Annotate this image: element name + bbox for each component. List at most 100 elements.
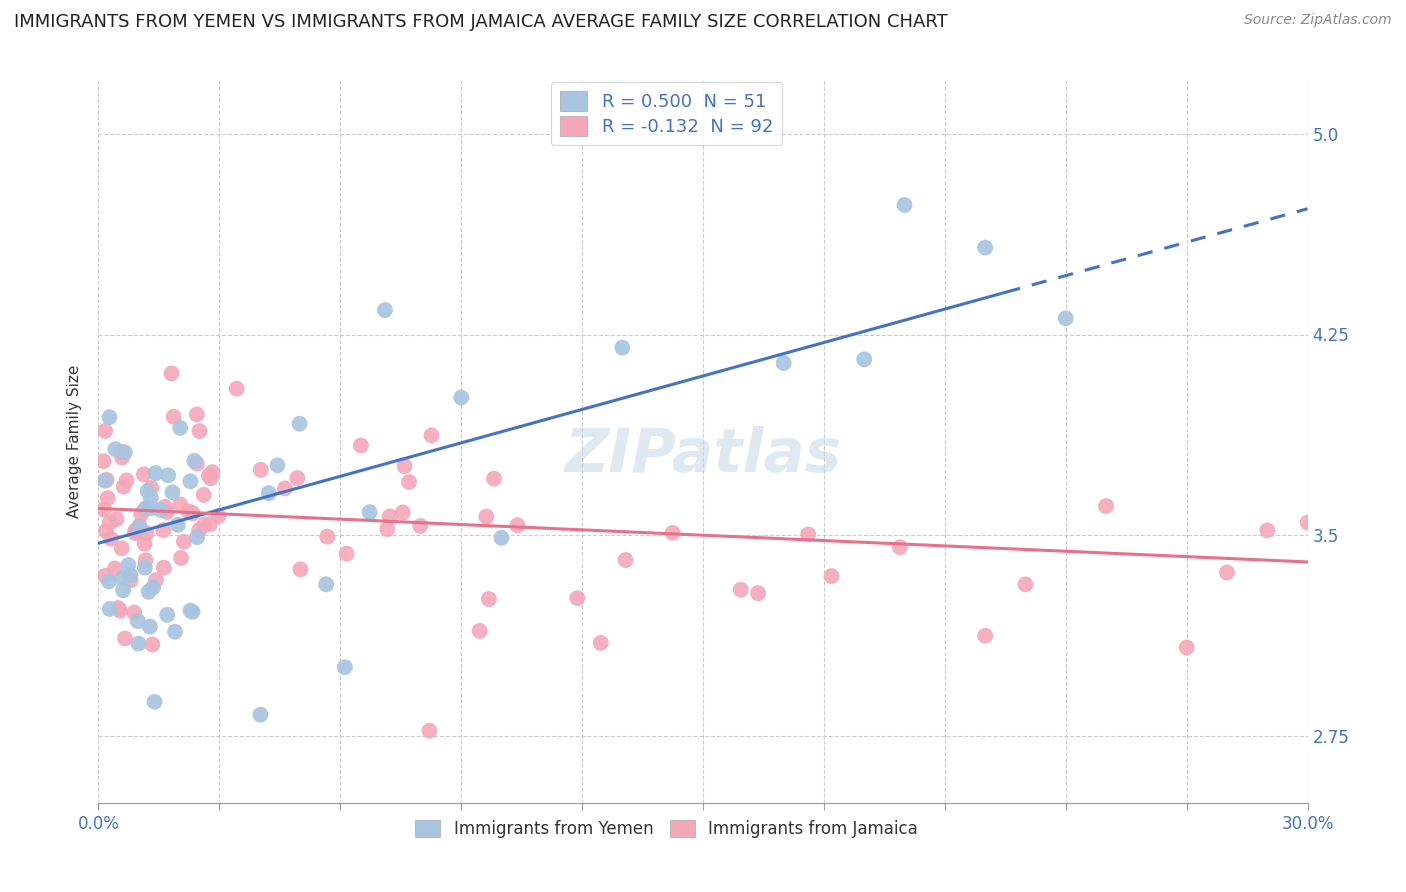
Point [163, 624, 186, 639]
Point [193, 488, 215, 502]
Point [889, 541, 911, 555]
Point [98, 516, 121, 530]
Point [114, 632, 136, 646]
Point [169, 421, 191, 435]
Point [170, 551, 193, 566]
Point [316, 530, 339, 544]
Point [612, 341, 634, 355]
Point [124, 524, 146, 538]
Point [468, 624, 491, 638]
Point [506, 518, 529, 533]
Point [94, 474, 117, 488]
Point [589, 636, 612, 650]
Point [139, 620, 162, 634]
Point [374, 303, 396, 318]
Point [122, 606, 145, 620]
Point [450, 391, 472, 405]
Point [94, 569, 117, 583]
Point [225, 382, 247, 396]
Point [173, 534, 195, 549]
Point [186, 530, 208, 544]
Point [120, 573, 142, 587]
Point [177, 504, 200, 518]
Point [181, 506, 204, 520]
Text: ZIPatlas: ZIPatlas [564, 426, 842, 485]
Point [136, 483, 159, 498]
Point [94, 524, 117, 538]
Point [98, 602, 121, 616]
Point [974, 241, 997, 255]
Point [96, 473, 118, 487]
Point [853, 352, 876, 367]
Point [104, 561, 127, 575]
Point [134, 537, 156, 551]
Point [141, 638, 163, 652]
Point [491, 531, 513, 545]
Point [820, 569, 842, 583]
Point [359, 505, 381, 519]
Point [94, 424, 117, 438]
Point [110, 444, 132, 458]
Point [124, 526, 146, 541]
Point [186, 457, 208, 471]
Point [127, 614, 149, 628]
Point [134, 502, 156, 516]
Point [93, 454, 115, 468]
Point [115, 474, 138, 488]
Point [188, 523, 211, 537]
Point [162, 485, 184, 500]
Point [114, 445, 136, 459]
Point [132, 467, 155, 482]
Point [139, 491, 162, 505]
Point [266, 458, 288, 473]
Point [1095, 499, 1118, 513]
Point [1175, 640, 1198, 655]
Point [112, 480, 135, 494]
Point [378, 509, 401, 524]
Point [97, 491, 120, 505]
Point [179, 603, 201, 617]
Point [105, 512, 128, 526]
Point [104, 442, 127, 457]
Point [100, 532, 122, 546]
Point [163, 409, 186, 424]
Point [350, 438, 373, 452]
Point [143, 695, 166, 709]
Point [179, 475, 201, 489]
Point [153, 500, 176, 514]
Point [478, 592, 501, 607]
Point [285, 471, 308, 485]
Point [409, 519, 432, 533]
Point [135, 500, 157, 515]
Legend: Immigrants from Yemen, Immigrants from Jamaica: Immigrants from Yemen, Immigrants from J… [409, 814, 925, 845]
Point [974, 629, 997, 643]
Point [893, 198, 915, 212]
Point [142, 580, 165, 594]
Point [797, 527, 820, 541]
Point [475, 509, 498, 524]
Point [200, 471, 222, 485]
Point [135, 553, 157, 567]
Point [141, 481, 163, 495]
Point [188, 424, 211, 438]
Point [377, 522, 399, 536]
Point [1296, 516, 1319, 530]
Point [661, 525, 683, 540]
Point [333, 660, 356, 674]
Point [198, 468, 221, 483]
Point [139, 501, 162, 516]
Point [567, 591, 589, 606]
Point [288, 417, 311, 431]
Point [93, 502, 115, 516]
Text: Source: ZipAtlas.com: Source: ZipAtlas.com [1244, 13, 1392, 28]
Point [127, 636, 149, 650]
Point [129, 507, 152, 521]
Point [167, 517, 190, 532]
Point [394, 458, 416, 473]
Point [138, 584, 160, 599]
Point [398, 475, 420, 489]
Y-axis label: Average Family Size: Average Family Size [67, 365, 83, 518]
Point [135, 526, 157, 541]
Point [111, 571, 134, 585]
Point [249, 463, 271, 477]
